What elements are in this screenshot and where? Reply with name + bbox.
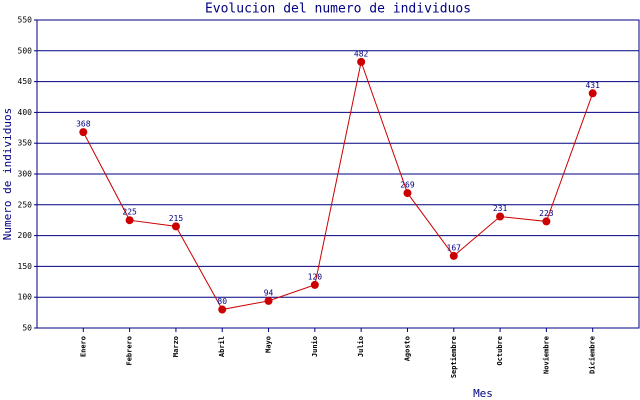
data-line (82, 60, 594, 311)
data-point (264, 296, 273, 305)
data-point (449, 251, 458, 260)
x-tick-label: Junio (311, 336, 319, 357)
y-tick-label: 50 (22, 324, 32, 333)
x-tick-label: Marzo (172, 336, 180, 357)
x-axis-label: Mes (473, 387, 493, 400)
x-tick-label: Julio (357, 336, 365, 357)
data-point (357, 57, 366, 66)
plot-frame (36, 19, 640, 329)
y-tick-label: 100 (18, 293, 33, 302)
data-label: 225 (122, 208, 137, 217)
data-label: 120 (308, 272, 323, 281)
data-point (125, 216, 134, 225)
data-point (79, 128, 88, 137)
data-label: 231 (493, 204, 508, 213)
x-tick-label: Agosto (403, 336, 411, 361)
data-label: 215 (169, 214, 184, 223)
x-tick-label: Mayo (265, 336, 273, 353)
y-tick-label: 150 (18, 262, 33, 271)
y-tick-label: 250 (18, 200, 33, 209)
y-tick-label: 300 (18, 170, 33, 179)
y-tick-label: 400 (18, 108, 33, 117)
x-tick-label: Diciembre (589, 336, 597, 374)
y-tick-label: 350 (18, 139, 33, 148)
data-label: 368 (76, 120, 91, 129)
data-point (496, 212, 505, 221)
y-tick-label: 500 (18, 46, 33, 55)
data-point (403, 189, 412, 198)
x-tick-label: Octubre (496, 336, 504, 366)
x-tick-label: Abril (218, 336, 226, 357)
y-tick-label: 450 (18, 77, 33, 86)
data-label: 80 (217, 297, 227, 306)
data-point (218, 305, 227, 314)
x-tick-label: Septiembre (450, 336, 458, 378)
y-axis-label: Numero de individuos (1, 108, 14, 240)
data-label: 431 (585, 81, 600, 90)
data-label: 167 (447, 243, 462, 252)
data-label: 223 (539, 209, 554, 218)
x-tick-label: Enero (79, 336, 87, 357)
x-tick-label: Noviembre (542, 336, 550, 374)
data-point (171, 222, 180, 231)
data-label: 94 (264, 288, 274, 297)
data-label: 269 (400, 181, 415, 190)
data-point (542, 217, 551, 226)
chart-title: Evolucion del numero de individuos (205, 2, 471, 17)
data-point (588, 89, 597, 98)
y-tick-label: 200 (18, 231, 33, 240)
data-point (310, 280, 319, 289)
x-tick-label: Febrero (126, 336, 134, 366)
y-tick-label: 550 (18, 16, 33, 25)
data-label: 482 (354, 49, 369, 58)
